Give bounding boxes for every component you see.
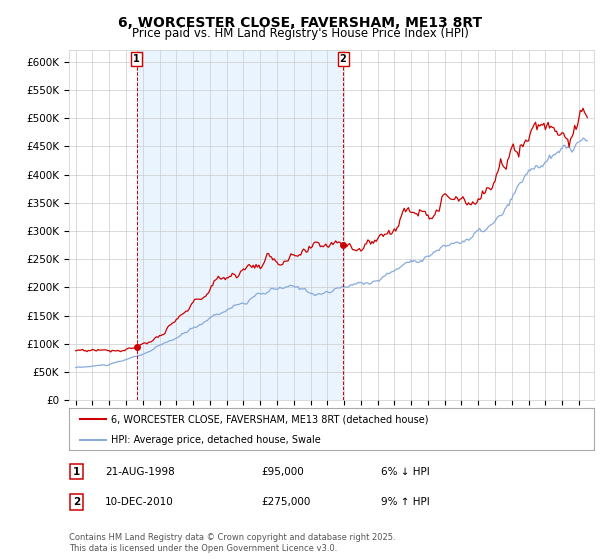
- Text: 6, WORCESTER CLOSE, FAVERSHAM, ME13 8RT: 6, WORCESTER CLOSE, FAVERSHAM, ME13 8RT: [118, 16, 482, 30]
- Text: 9% ↑ HPI: 9% ↑ HPI: [381, 497, 430, 507]
- Text: Price paid vs. HM Land Registry's House Price Index (HPI): Price paid vs. HM Land Registry's House …: [131, 27, 469, 40]
- Text: Contains HM Land Registry data © Crown copyright and database right 2025.
This d: Contains HM Land Registry data © Crown c…: [69, 533, 395, 553]
- Text: HPI: Average price, detached house, Swale: HPI: Average price, detached house, Swal…: [111, 436, 321, 445]
- Bar: [137, 50, 343, 400]
- Text: 21-AUG-1998: 21-AUG-1998: [105, 466, 175, 477]
- Text: 1: 1: [73, 466, 80, 477]
- Text: 6% ↓ HPI: 6% ↓ HPI: [381, 466, 430, 477]
- Text: 1: 1: [133, 54, 140, 64]
- Text: £95,000: £95,000: [261, 466, 304, 477]
- Text: 6, WORCESTER CLOSE, FAVERSHAM, ME13 8RT (detached house): 6, WORCESTER CLOSE, FAVERSHAM, ME13 8RT …: [111, 414, 428, 424]
- Text: 10-DEC-2010: 10-DEC-2010: [105, 497, 174, 507]
- Text: 2: 2: [73, 497, 80, 507]
- Text: 2: 2: [340, 54, 346, 64]
- Text: £275,000: £275,000: [261, 497, 310, 507]
